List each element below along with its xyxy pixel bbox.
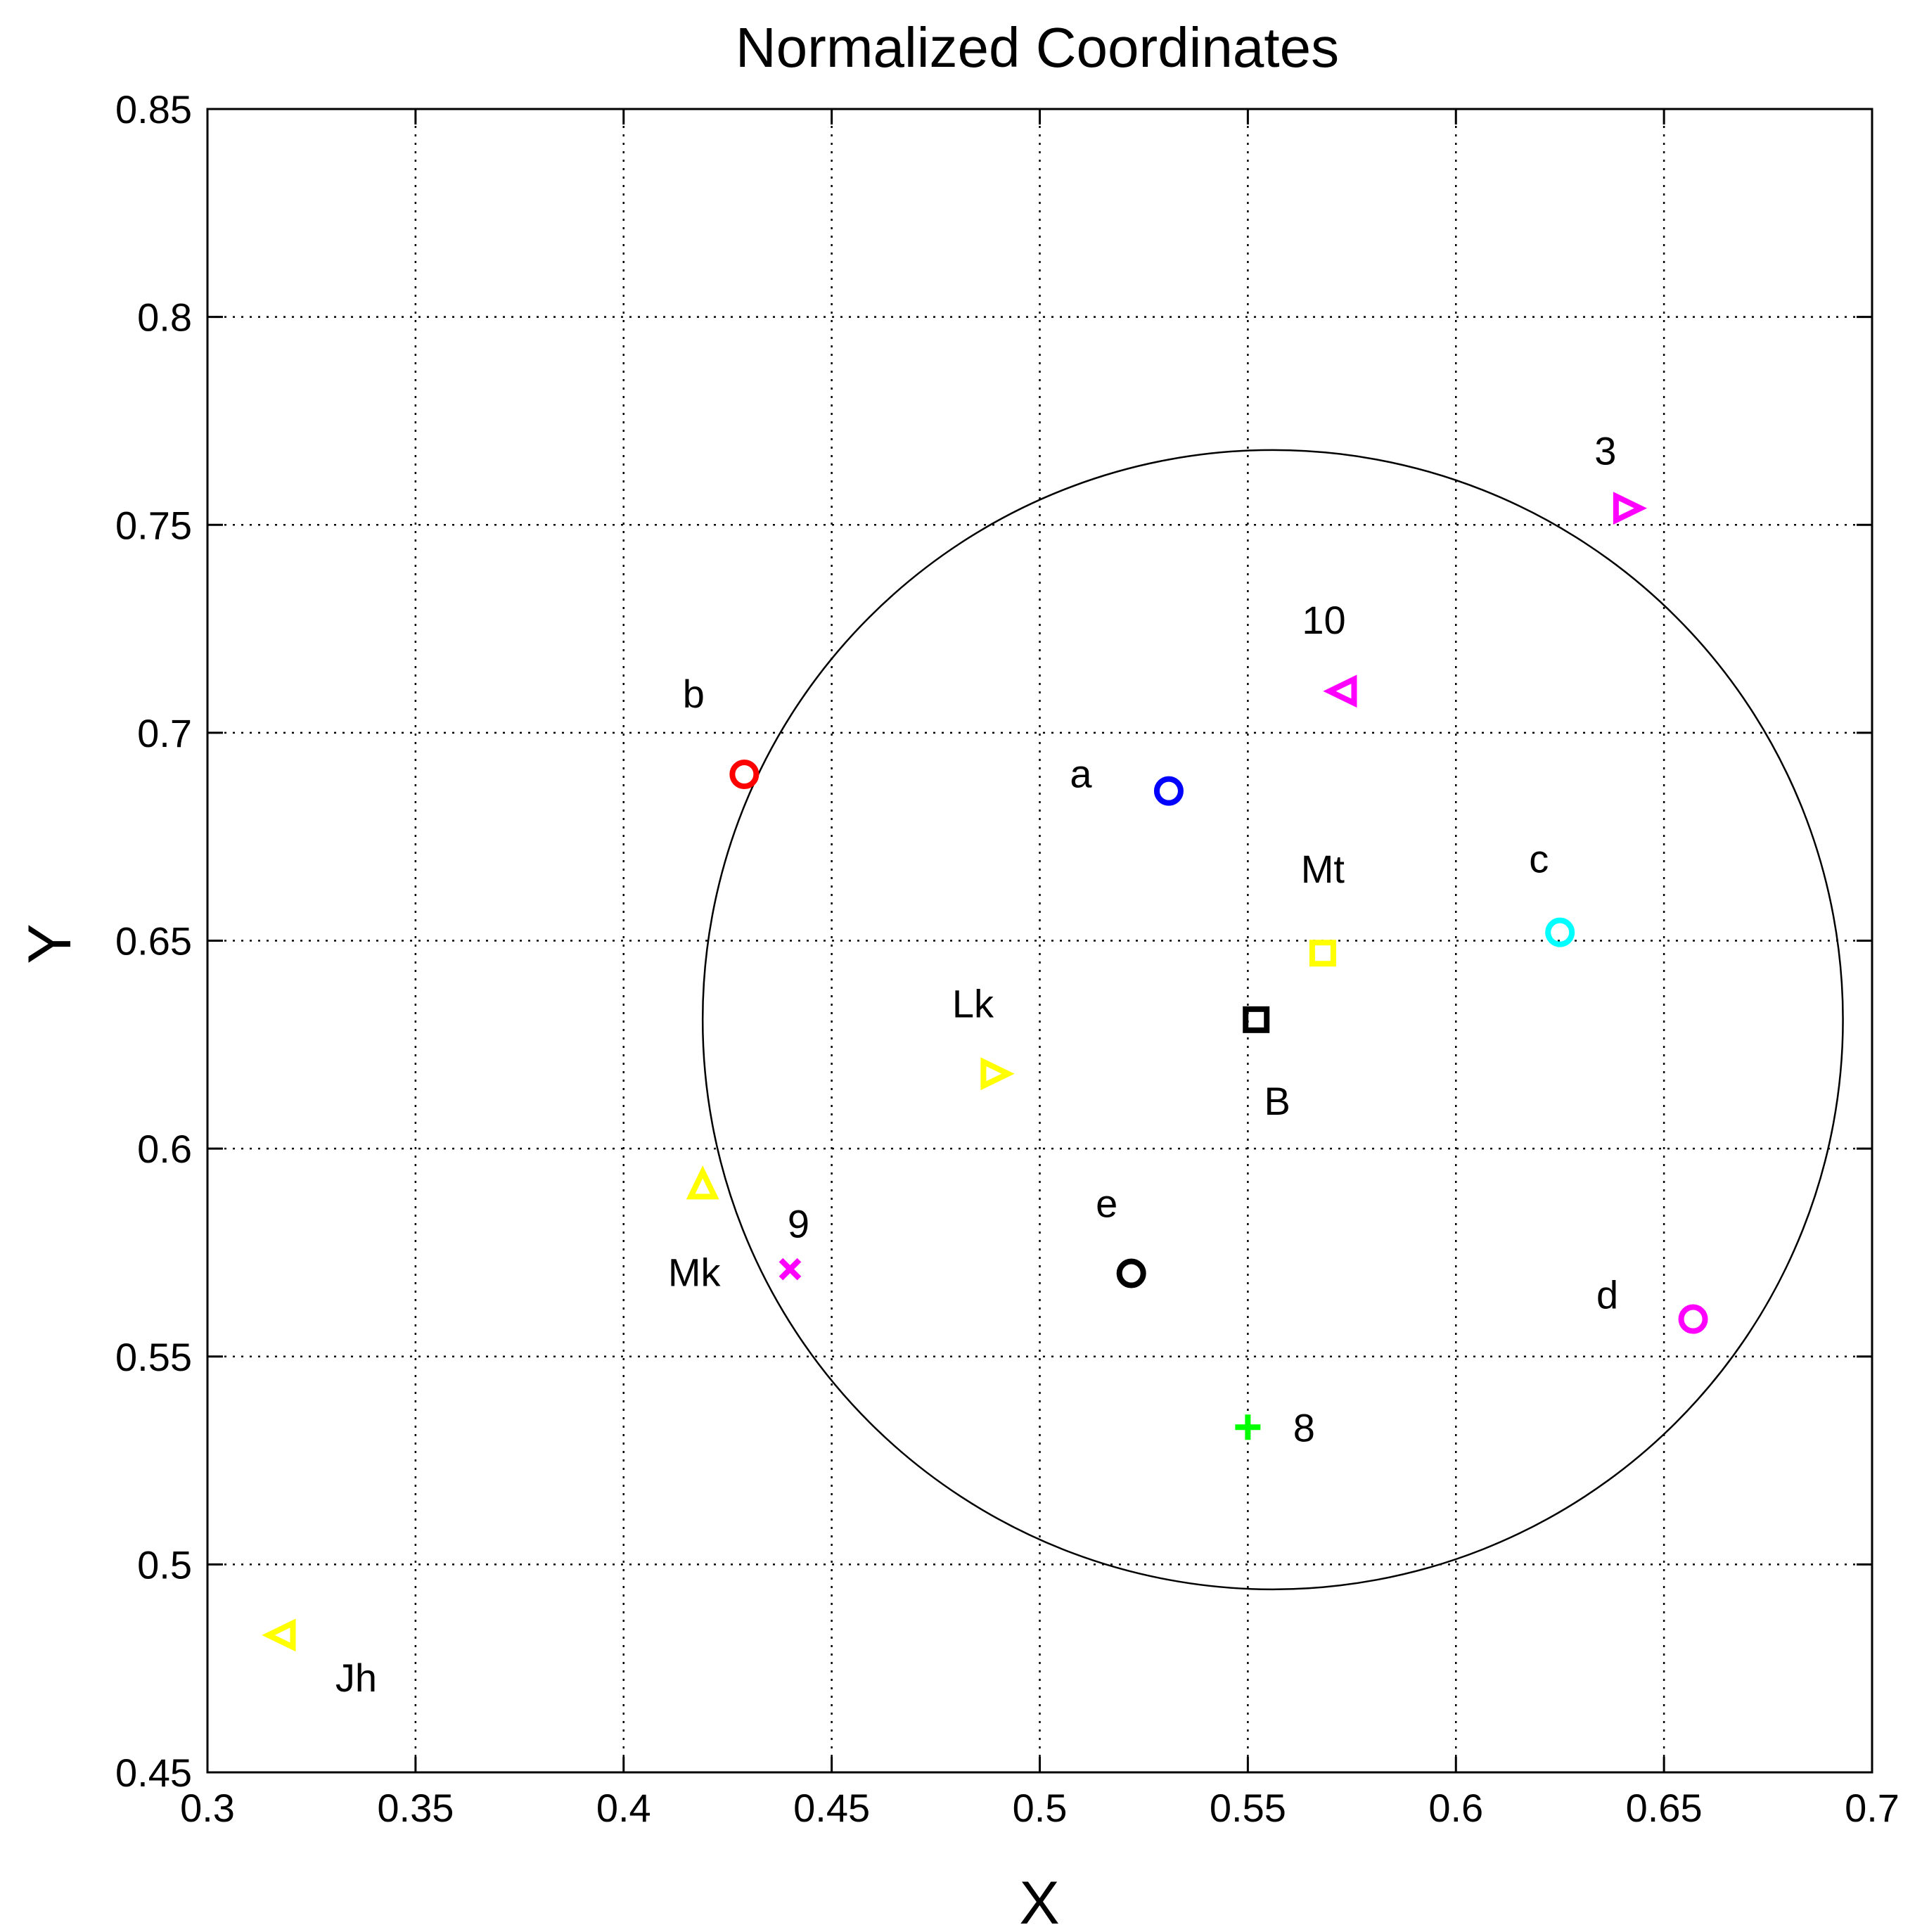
x-tick-label: 0.3 [180, 1786, 235, 1830]
y-tick-label: 0.75 [115, 503, 192, 547]
x-tick-label: 0.7 [1845, 1786, 1899, 1830]
x-tick-label: 0.6 [1428, 1786, 1483, 1830]
point-a-label: a [1070, 752, 1092, 796]
plot-frame [206, 108, 1873, 1774]
y-tick-label: 0.85 [115, 87, 192, 132]
point-labels: b a c d e 3 10 Mt B Lk Mk 9 8 Jh [335, 429, 1618, 1700]
y-tick-label: 0.5 [137, 1542, 192, 1587]
point-d-label: d [1596, 1273, 1618, 1317]
point-jh-triangle-marker [262, 1618, 296, 1652]
point-mt-square-marker [1309, 940, 1336, 967]
y-tick-label: 0.45 [115, 1751, 192, 1795]
point-10-label: 10 [1302, 598, 1345, 642]
data-points [262, 492, 1708, 1652]
point-3-label: 3 [1594, 429, 1616, 473]
point-8-label: 8 [1293, 1405, 1315, 1450]
x-tick-label: 0.35 [377, 1786, 454, 1830]
point-c-label: c [1529, 837, 1549, 881]
x-tick-label: 0.65 [1626, 1786, 1703, 1830]
y-tick-label: 0.55 [115, 1335, 192, 1379]
point-e-circle-marker [1116, 1258, 1146, 1288]
point-mk-label: Mk [668, 1250, 722, 1294]
point-9-x-marker [779, 1258, 802, 1281]
point-9-label: 9 [788, 1202, 809, 1246]
x-tick-label: 0.5 [1013, 1786, 1068, 1830]
y-axis-label: Y [16, 923, 84, 964]
x-axis-label: X [1019, 1869, 1059, 1932]
point-10-triangle-marker [1323, 674, 1357, 708]
x-tick-label: 0.45 [793, 1786, 870, 1830]
point-8-plus-marker [1235, 1414, 1261, 1440]
y-tick-label: 0.8 [137, 295, 192, 340]
point-b-label: b [683, 672, 705, 716]
y-tick-label: 0.7 [137, 711, 192, 755]
point-a-circle-marker [1153, 776, 1184, 806]
y-tick-label: 0.6 [137, 1127, 192, 1171]
point-3-triangle-marker [1613, 492, 1648, 525]
point-d-circle-marker [1678, 1304, 1708, 1334]
grid [207, 109, 1872, 1772]
chart-title: Normalized Coordinates [736, 16, 1339, 79]
point-b-label: B [1264, 1079, 1290, 1123]
point-mk-triangle-marker [686, 1165, 719, 1200]
point-lk-triangle-marker [980, 1057, 1015, 1091]
y-tick-label: 0.65 [115, 919, 192, 964]
x-tick-label: 0.55 [1210, 1786, 1286, 1830]
point-e-label: e [1096, 1182, 1117, 1226]
point-jh-label: Jh [335, 1656, 377, 1700]
point-mt-label: Mt [1301, 847, 1345, 891]
point-lk-label: Lk [952, 982, 994, 1026]
point-b-square-marker [1243, 1006, 1270, 1033]
reference-circle [701, 449, 1844, 1591]
point-b-circle-marker [729, 760, 760, 789]
point-c-circle-marker [1545, 917, 1575, 947]
axis-ticks: 0.3 0.35 0.4 0.45 0.5 0.55 0.6 0.65 0.7 0.45 0.5 0.… [115, 87, 1899, 1830]
x-tick-label: 0.4 [596, 1786, 651, 1830]
reference-circle-group [701, 449, 1844, 1591]
